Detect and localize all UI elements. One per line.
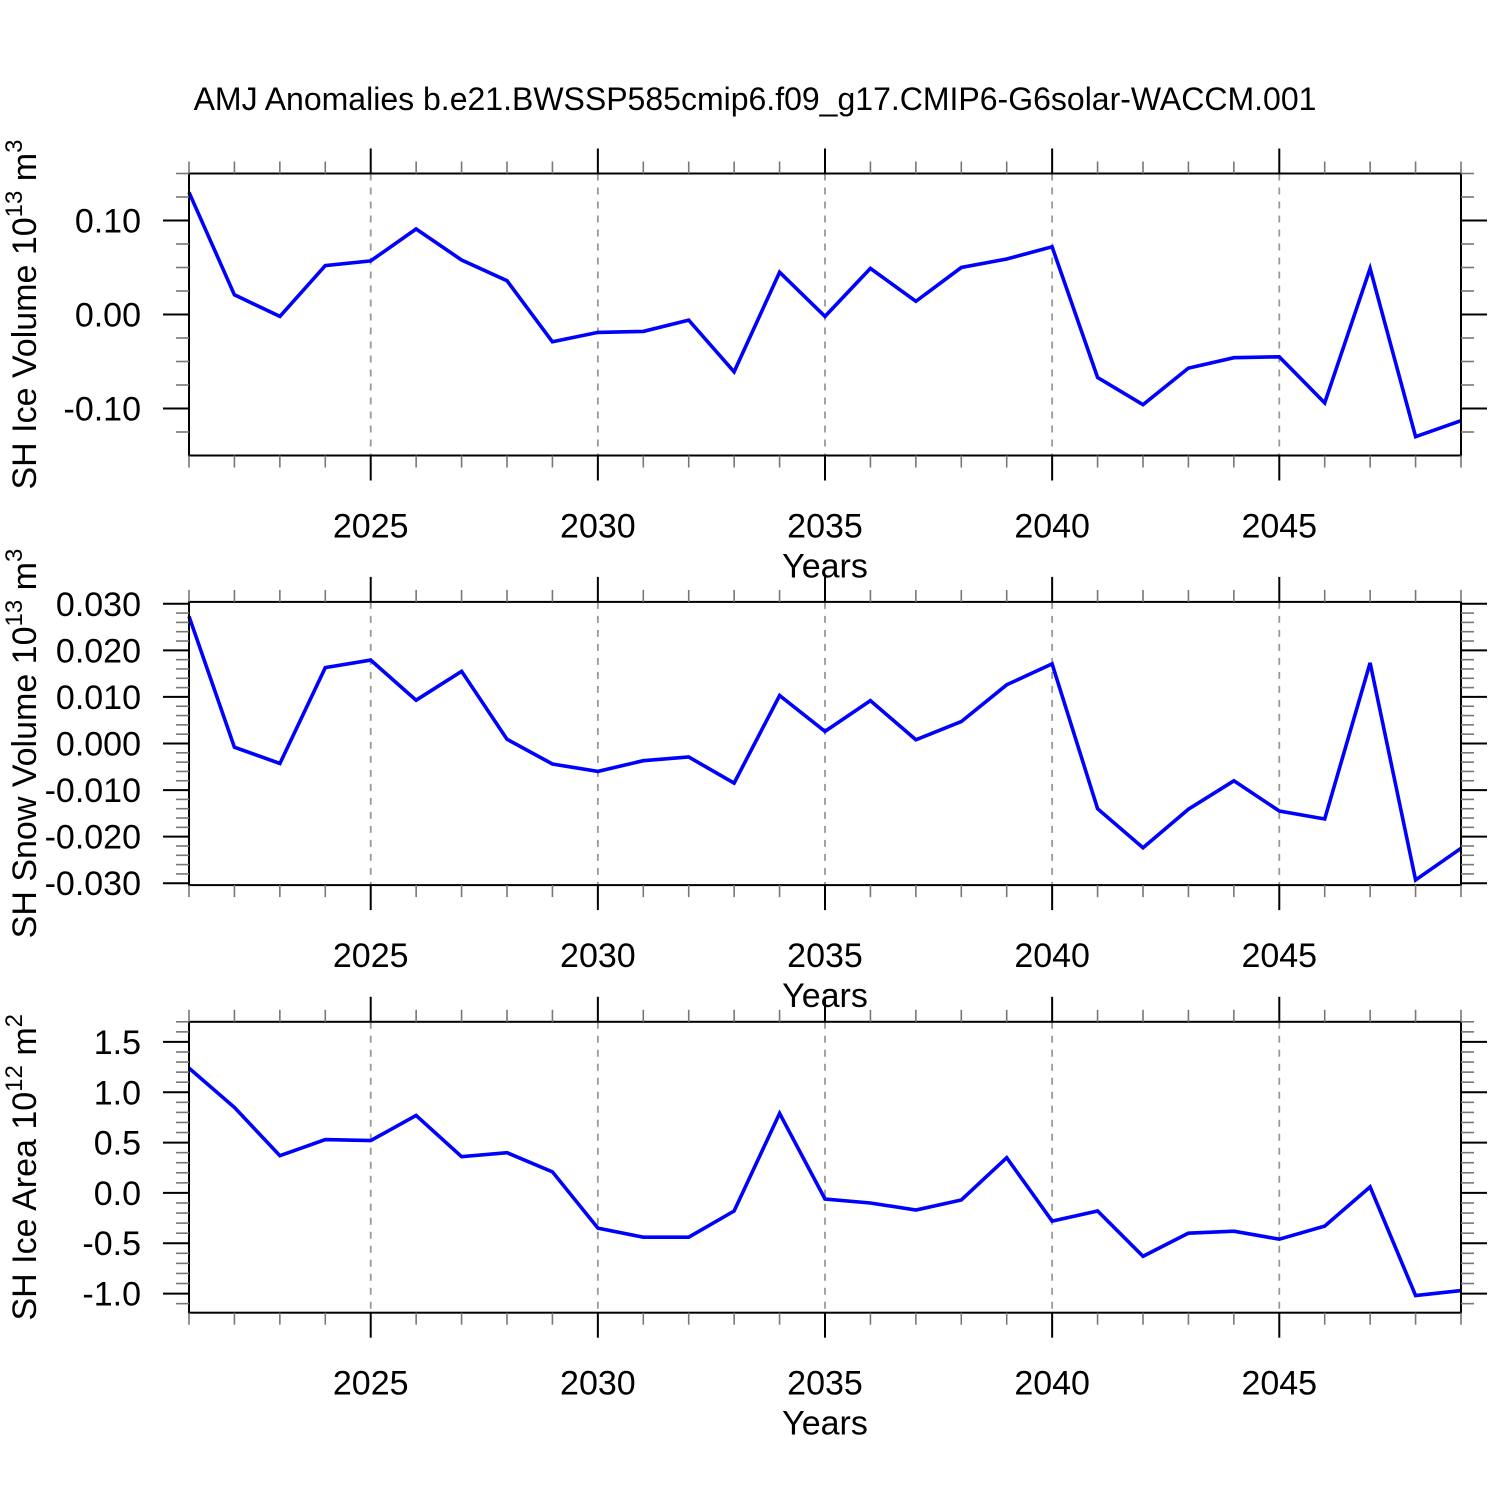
panels-group: 0.10 0.00 -0.10 2025 2030 2035 2040 2045 Years SH… bbox=[1, 140, 1487, 1443]
data-series-line bbox=[187, 191, 1462, 440]
y-axis-title: SH Ice Volume 1013 m3 bbox=[1, 140, 44, 490]
data-series-line bbox=[187, 615, 1463, 884]
x-tick-label: 2035 bbox=[787, 508, 863, 546]
y-tick-label: 0.5 bbox=[94, 1125, 141, 1163]
y-tick-label: 1.5 bbox=[94, 1024, 141, 1062]
x-tick-label: 2040 bbox=[1014, 1365, 1090, 1403]
x-tick-label: 2035 bbox=[787, 937, 863, 975]
y-tick-label: 0.010 bbox=[56, 679, 141, 717]
y-axis-title: SH Ice Area 1012 m2 bbox=[1, 1014, 44, 1321]
y-tick-label: 0.030 bbox=[56, 586, 141, 624]
y-tick-label: 1.0 bbox=[94, 1074, 141, 1112]
y-tick-label: 0.10 bbox=[75, 203, 141, 241]
y-tick-label: -0.10 bbox=[64, 391, 142, 429]
y-tick-label: 0.0 bbox=[94, 1175, 141, 1213]
x-tick-label: 2030 bbox=[560, 508, 636, 546]
y-tick-label: 0.000 bbox=[56, 726, 141, 764]
x-tick-label: 2040 bbox=[1014, 937, 1090, 975]
x-tick-label: 2025 bbox=[333, 937, 409, 975]
x-tick-label: 2045 bbox=[1241, 1365, 1317, 1403]
y-tick-label: 0.020 bbox=[56, 632, 141, 670]
y-tick-label: -0.010 bbox=[45, 772, 141, 810]
y-tick-label: -0.030 bbox=[45, 865, 141, 903]
y-tick-label: -0.020 bbox=[45, 819, 141, 857]
y-tick-label: 0.00 bbox=[75, 297, 141, 335]
panel-3: 1.5 1.0 0.5 0.0 -0.5 -1.0 2025 2030 2035 2040 2045… bbox=[1, 996, 1487, 1443]
data-series-line bbox=[187, 1066, 1462, 1298]
x-tick-label: 2040 bbox=[1014, 508, 1090, 546]
chart-title: AMJ Anomalies b.e21.BWSSP585cmip6.f09_g1… bbox=[194, 81, 1317, 117]
y-axis-title: SH Snow Volume 1013 m3 bbox=[1, 549, 44, 939]
y-tick-label: -1.0 bbox=[82, 1276, 141, 1314]
x-axis-title: Years bbox=[782, 1405, 868, 1443]
x-tick-label: 2025 bbox=[333, 508, 409, 546]
panel-2: 0.030 0.020 0.010 0.000 -0.010 -0.020 -0.030 20… bbox=[1, 549, 1487, 1015]
x-tick-label: 2030 bbox=[560, 1365, 636, 1403]
y-tick-label: -0.5 bbox=[82, 1225, 141, 1263]
x-tick-label: 2045 bbox=[1241, 937, 1317, 975]
x-tick-label: 2030 bbox=[560, 937, 636, 975]
x-tick-label: 2025 bbox=[333, 1365, 409, 1403]
x-tick-label: 2045 bbox=[1241, 508, 1317, 546]
x-tick-label: 2035 bbox=[787, 1365, 863, 1403]
